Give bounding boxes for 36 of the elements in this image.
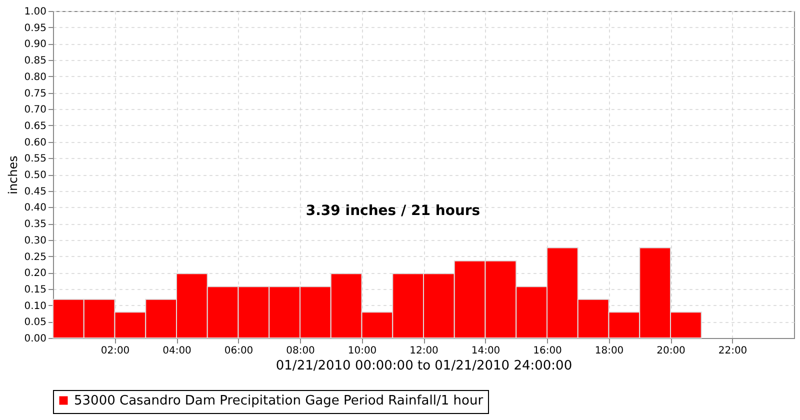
y-tick-label: 0.30 — [24, 235, 46, 246]
x-tick-label: 04:00 — [162, 346, 192, 356]
x-tick-label: 14:00 — [471, 346, 500, 356]
x-tick-label: 08:00 — [286, 346, 315, 356]
y-tick-label: 0.40 — [24, 202, 46, 214]
y-tick-label: 0.50 — [24, 170, 46, 181]
y-tick-label: 0.10 — [24, 300, 46, 312]
annotation: 3.39 inches / 21 hours — [306, 203, 480, 219]
x-tick-label: 20:00 — [656, 346, 686, 356]
y-tick-label: 0.45 — [24, 186, 46, 198]
x-tick-label: 16:00 — [533, 346, 562, 356]
x-axis-title: 01/21/2010 00:00:00 to 01/21/2010 24:00:00 — [276, 358, 572, 374]
y-tick-label: 0.20 — [24, 268, 46, 280]
y-tick-label: 0.35 — [24, 219, 46, 230]
y-tick-label: 0.75 — [24, 88, 46, 100]
y-tick-label: 0.55 — [24, 154, 46, 165]
y-tick-label: 0.80 — [24, 72, 46, 83]
x-tick-label: 22:00 — [718, 346, 748, 356]
y-tick-label: 0.70 — [24, 104, 46, 116]
y-tick-label: 0.95 — [24, 22, 46, 34]
legend-label: 53000 Casandro Dam Precipitation Gage Period Rainfall/1 hour — [74, 394, 484, 408]
x-tick-label: 06:00 — [224, 346, 254, 356]
y-tick-label: 0.05 — [24, 317, 46, 328]
x-tick-label: 02:00 — [100, 346, 130, 356]
y-tick-label: 1.00 — [24, 6, 46, 18]
y-tick-label: 0.00 — [24, 334, 46, 344]
y-tick-label: 0.85 — [24, 56, 46, 67]
x-tick-label: 10:00 — [348, 346, 377, 356]
y-tick-label: 0.90 — [24, 39, 46, 50]
y-tick-label: 0.15 — [24, 284, 46, 296]
y-axis-title: inches — [6, 156, 20, 194]
y-tick-label: 0.65 — [24, 120, 46, 132]
y-tick-label: 0.25 — [24, 252, 46, 263]
x-tick-label: 18:00 — [594, 346, 624, 356]
x-tick-label: 12:00 — [410, 346, 438, 356]
y-tick-label: 0.60 — [24, 137, 46, 148]
